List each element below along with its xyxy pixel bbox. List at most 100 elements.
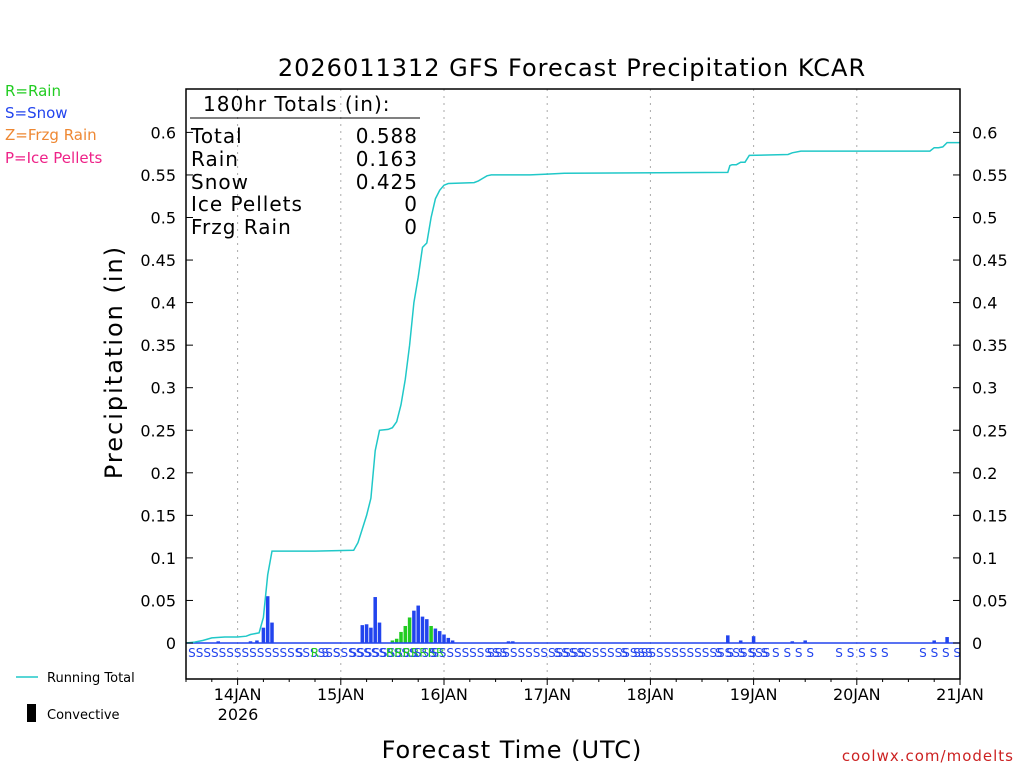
precip-bar [394,638,399,643]
precip-bar [399,631,403,643]
y-tick-label-left: 0.35 [140,336,176,355]
precip-bar [945,637,949,643]
type-marker-snow: SSSSSSSSSS [431,646,507,660]
y-tick-label-right: 0.1 [972,549,997,568]
precip-bar [403,625,408,643]
x-tick-label-19jan: 19JAN [730,685,778,704]
totals-label-total: Total [190,124,243,148]
precip-bar [407,617,412,643]
y-tick-label-left: 0.2 [151,464,176,483]
type-legend: R=Rain S=Snow Z=Frzg Rain P=Ice Pellets [5,82,102,167]
precip-bar [369,627,373,643]
totals-label-snow: Snow [191,170,249,194]
y-tick-label-right: 0.4 [972,294,997,313]
totals-value-freezing-rain: 0 [404,215,418,239]
precip-bars [216,596,949,643]
vertical-gridlines [237,89,858,679]
precip-bar [433,628,438,643]
legend-freezing-rain: Z=Frzg Rain [5,126,97,144]
type-marker-snow: S S S S S [835,646,888,660]
x-tick-label-20jan: 20JAN [833,685,881,704]
y-tick-label-right: 0.45 [972,251,1008,270]
precip-bar [446,637,451,643]
x-tick-label-21jan: 21JAN [936,685,984,704]
x-axis-ticks: 14JAN 15JAN 16JAN 17JAN 18JAN 19JAN 20JAN 21JAN [185,679,984,704]
precip-bar [261,627,266,643]
y-tick-label-right: 0.5 [972,209,997,228]
precip-bar [412,610,416,643]
type-marker-snow: S S S S S S S S S [715,646,814,660]
y-tick-label-right: 0.2 [972,464,997,483]
totals-label-ice-pellets: Ice Pellets [191,192,303,216]
x-tick-label-17jan: 17JAN [523,685,571,704]
precip-bar [420,616,425,643]
totals-label-freezing-rain: Frzg Rain [191,215,292,239]
precip-bar [511,641,515,643]
type-marker-snow: SSS [414,646,437,660]
type-marker-snow: SSSSSSSSSSSSSSSSSS [633,646,770,660]
totals-box: 180hr Totals (in): Total 0.588 Rain 0.16… [190,92,420,239]
x-tick-label-18jan: 18JAN [627,685,675,704]
precip-bar [751,636,756,643]
precip-bar [216,641,221,643]
y-axis-ticks: 0 00.05 0.050.1 0.10.15 0.150.2 0.20.25 0.250.… [140,123,1007,653]
type-marker-snow: S [620,646,628,660]
precip-bar [506,641,511,643]
precip-bar [738,640,743,643]
precip-bar [790,641,795,643]
running-total-legend-label: Running Total [47,671,135,686]
y-tick-label-left: 0 [166,634,176,653]
precip-bar [270,622,274,643]
y-tick-label-right: 0.15 [972,506,1008,525]
year-label: 2026 [218,705,259,724]
precip-bar [932,640,936,643]
y-tick-label-left: 0.6 [151,123,176,142]
chart-title: 2026011312 GFS Forecast Precipitation KC… [278,54,866,82]
totals-header: 180hr Totals (in): [203,92,391,116]
y-tick-label-left: 0.55 [140,166,176,185]
precip-bar [803,640,807,643]
plot-frame [185,88,961,680]
totals-value-total: 0.588 [356,124,418,148]
precip-bar [248,641,253,643]
legend-rain: R=Rain [5,82,61,100]
x-axis-label: Forecast Time (UTC) [382,736,643,764]
series-legend: Running Total Convective [16,671,135,723]
y-tick-label-left: 0.05 [140,591,176,610]
y-tick-label-left: 0.25 [140,421,176,440]
precip-bar [726,635,730,643]
precip-bar [364,624,369,643]
y-tick-label-left: 0.45 [140,251,176,270]
x-tick-label-16jan: 16JAN [420,685,468,704]
x-tick-label-14jan: 14JAN [214,685,262,704]
type-marker-snow: SSSSSSSSSSSSS [487,646,586,660]
type-marker-snow: S S S S [919,646,961,660]
precip-bar [360,625,365,643]
y-tick-label-left: 0.5 [151,209,176,228]
precip-bar [450,640,455,643]
type-marker-snow: S S [321,646,340,660]
type-marker-snow: SSSSSSSSSSSSSSSSSSSSSSSSSSSSSS [188,646,417,660]
legend-ice-pellets: P=Ice Pellets [5,149,102,167]
precip-bar [377,622,382,643]
totals-value-rain: 0.163 [356,147,418,171]
precip-bar [416,605,420,643]
type-marker-snow: SSSSSSSSSSSSS [554,646,653,660]
x-tick-label-15jan: 15JAN [317,685,365,704]
y-tick-label-right: 0.25 [972,421,1008,440]
precip-bar [429,625,433,643]
credit-text: coolwx.com/modelts [842,747,1014,765]
type-marker-rain: R [311,646,319,660]
y-tick-label-right: 0 [972,634,982,653]
type-marker-rain: RRRRRRR [386,646,444,660]
precip-bar [373,597,377,643]
precip-bar [265,596,270,643]
y-tick-label-left: 0.15 [140,506,176,525]
precip-bar [442,634,446,643]
precip-bar [437,631,442,643]
totals-label-rain: Rain [191,147,239,171]
type-marker-snow: S [296,646,304,660]
precip-bar [390,640,395,643]
legend-snow: S=Snow [5,104,68,122]
